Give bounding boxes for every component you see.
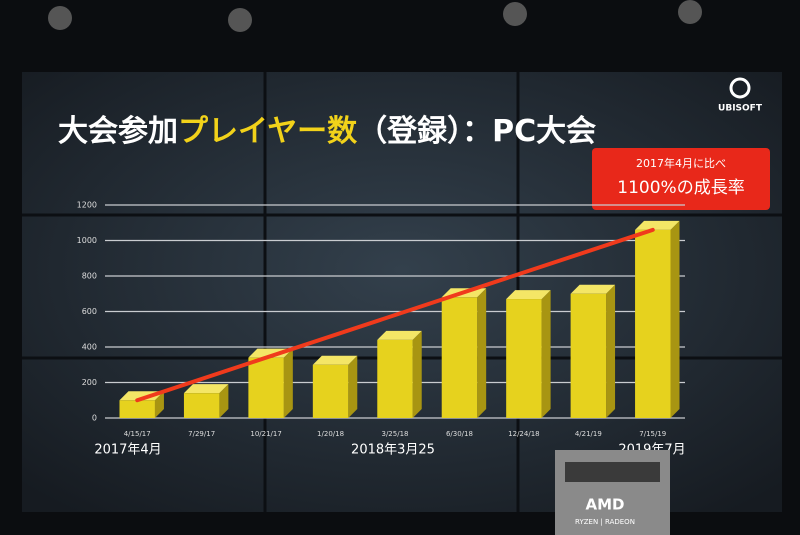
x-tick-label: 10/21/17	[250, 430, 281, 438]
x-tick-label: 1/20/18	[317, 430, 344, 438]
y-tick-label: 400	[82, 343, 97, 352]
x-tick-label: 7/15/19	[639, 430, 666, 438]
bar	[441, 297, 478, 418]
bar-top	[183, 384, 229, 394]
bar	[119, 400, 155, 418]
sponsor-logo: RYZEN | RADEON	[575, 518, 635, 526]
bar-side	[219, 384, 229, 418]
x-tick-label: 3/25/18	[382, 430, 409, 438]
bar	[635, 229, 671, 418]
bar-side	[348, 355, 358, 418]
callout-box	[592, 148, 770, 210]
trend-line	[135, 227, 655, 403]
bar-side	[283, 348, 293, 418]
bar	[183, 393, 220, 418]
x-tick-label: 12/24/18	[508, 430, 539, 438]
bar-side	[606, 284, 616, 418]
bar-side	[412, 330, 422, 418]
title-part: ：PC大会	[462, 114, 596, 149]
logo: UBISOFT	[718, 104, 763, 114]
x-tick-label: 4/21/19	[575, 430, 602, 438]
title-part: 大会参加	[58, 114, 178, 149]
bar-top	[506, 290, 551, 300]
sponsor-logo: AMD	[586, 496, 625, 514]
period-label: 2017年4月	[94, 443, 161, 458]
x-tick-label: 4/15/17	[124, 430, 151, 438]
bar-side	[670, 220, 680, 418]
ceiling-lights	[48, 0, 702, 32]
drive-bay	[565, 462, 660, 482]
y-tick-label: 1000	[77, 236, 97, 245]
y-tick-label: 200	[82, 378, 97, 387]
callout-text: 1100%の成長率	[617, 178, 744, 198]
y-tick-label: 0	[92, 414, 97, 423]
y-tick-label: 800	[82, 272, 97, 281]
bar	[506, 299, 542, 418]
bar	[312, 364, 349, 418]
x-tick-label: 7/29/17	[188, 430, 215, 438]
bar-side	[154, 391, 164, 418]
x-tick-label: 6/30/18	[446, 430, 473, 438]
logo-mark	[729, 77, 751, 99]
bar	[248, 357, 284, 418]
y-tick-label: 1200	[77, 201, 97, 210]
period-label: 2018年3月25	[351, 443, 435, 458]
chart-title: 大会参加プレイヤー数（登録）：PC大会	[58, 114, 596, 149]
bar-top	[312, 355, 358, 365]
bar	[377, 339, 413, 418]
bar-side	[541, 290, 551, 418]
bar	[570, 293, 607, 418]
bar-top	[635, 220, 680, 230]
bar-top	[570, 284, 616, 294]
bar-top	[377, 330, 422, 340]
callout-text: 2017年4月に比べ	[636, 156, 726, 170]
bar-side	[477, 288, 487, 418]
y-tick-label: 600	[82, 307, 97, 316]
title-part: （登録）	[357, 114, 462, 149]
title-part: プレイヤー数	[178, 114, 358, 149]
